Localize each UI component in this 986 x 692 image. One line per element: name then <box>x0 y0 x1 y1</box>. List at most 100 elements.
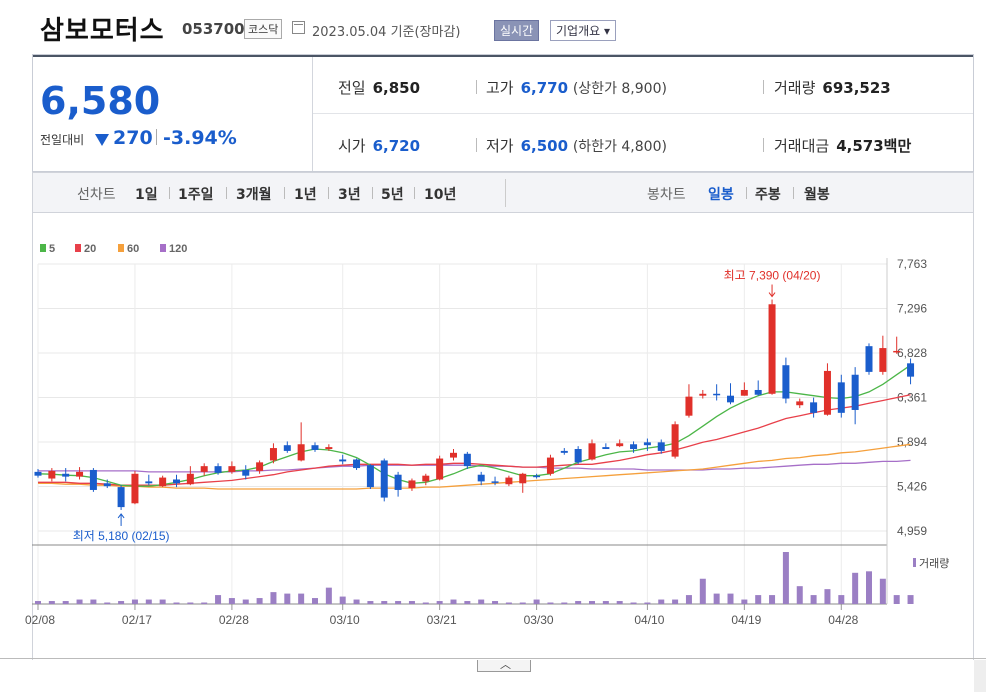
legend-label: 120 <box>169 243 187 255</box>
stock-code: 053700 <box>182 20 245 38</box>
quote-vertical-divider <box>312 57 313 171</box>
scrollbar-strip[interactable] <box>974 660 986 692</box>
period-3y[interactable]: 3년 <box>338 187 361 203</box>
candle-body <box>907 363 915 377</box>
volume-bar <box>741 599 748 604</box>
volume-bar <box>270 592 277 604</box>
candle <box>671 421 679 459</box>
field-divider <box>476 80 477 94</box>
candle <box>588 439 596 461</box>
volume-bar <box>672 599 679 604</box>
candle-body <box>657 442 665 451</box>
candle <box>796 398 804 409</box>
candle <box>311 442 319 452</box>
period-1d[interactable]: 1일 <box>135 187 158 203</box>
candle <box>699 389 707 399</box>
y-tick-label: 5,894 <box>897 435 927 449</box>
candle <box>339 454 347 465</box>
change-label: 전일대비 <box>40 133 85 147</box>
market-badge: 코스닥 <box>244 19 283 39</box>
candle-body <box>602 447 610 450</box>
legend-label: 5 <box>49 243 55 255</box>
realtime-button[interactable]: 실시간 <box>494 20 540 41</box>
candle-body <box>477 474 485 482</box>
candle-daily[interactable]: 일봉 <box>708 187 734 203</box>
candle-body <box>505 477 513 485</box>
volume-bar <box>879 578 886 604</box>
min-arrowhead <box>117 513 125 519</box>
period-divider <box>328 187 329 199</box>
volume-bar <box>713 593 720 604</box>
candle-body <box>893 350 901 353</box>
company-overview-button[interactable]: 기업개요 ▾ <box>550 20 616 41</box>
period-1w[interactable]: 1주일 <box>178 187 214 203</box>
candle-body <box>422 475 430 482</box>
volume-bar <box>547 602 554 604</box>
volume-bar <box>893 595 900 604</box>
candle-body <box>782 365 790 399</box>
candle <box>602 443 610 450</box>
amount-field: 거래대금 4,573백만 <box>774 135 911 156</box>
candle <box>450 449 457 461</box>
candle <box>463 451 471 470</box>
volume-bar <box>782 552 789 604</box>
volume-bar <box>602 601 609 604</box>
volume-bar <box>685 595 692 604</box>
candle <box>823 363 831 416</box>
chart-panel <box>32 213 974 660</box>
candle <box>159 475 167 488</box>
volume-bar <box>450 599 457 604</box>
period-1y[interactable]: 1년 <box>294 187 317 203</box>
candle <box>242 465 250 480</box>
candle-body <box>103 483 111 487</box>
max-annotation: 최고 7,390 (04/20) <box>724 269 821 283</box>
upper-limit: (상한가 8,900) <box>572 81 667 97</box>
current-price: 6,580 <box>40 79 161 123</box>
low-value: 6,500 <box>520 137 569 155</box>
candle-body <box>200 466 208 472</box>
volume-bar <box>325 587 332 604</box>
volume-bar <box>575 601 582 604</box>
volume-bar <box>62 601 69 604</box>
candle-body <box>339 459 347 462</box>
candle-weekly[interactable]: 주봉 <box>755 187 781 203</box>
volume-bar <box>866 571 872 604</box>
volume-bar <box>478 599 485 604</box>
candle <box>685 384 693 418</box>
period-3m[interactable]: 3개월 <box>236 187 272 203</box>
min-annotation: 최저 5,180 (02/15) <box>73 529 170 543</box>
stock-chart[interactable]: 7,763 7,296 6,828 6,361 5,894 5,426 4,959 02/08… <box>0 213 986 658</box>
candle-body <box>546 457 554 474</box>
candle <box>879 335 887 375</box>
open-label: 시가 <box>338 137 366 155</box>
title-bar: 삼보모터스 053700 코스닥 2023.05.04 기준(장마감) 실시간 … <box>0 0 986 48</box>
period-5y[interactable]: 5년 <box>381 187 404 203</box>
prev-close-value: 6,850 <box>372 79 421 97</box>
volume-label: 거래량 <box>774 79 816 97</box>
period-section-divider <box>505 179 506 207</box>
candle-body <box>159 477 167 487</box>
ma20-line <box>38 394 911 486</box>
candle-body <box>297 444 305 461</box>
candle <box>907 358 915 385</box>
volume-legend-swatch <box>913 558 916 567</box>
candle-body <box>131 473 139 504</box>
legend-swatch <box>40 244 46 252</box>
collapse-toggle-button[interactable]: ︿ <box>477 658 531 672</box>
legend-swatch <box>160 244 166 252</box>
candle-body <box>366 465 374 488</box>
change-divider <box>156 129 157 145</box>
x-tick-label: 04/28 <box>828 613 858 627</box>
candle <box>256 460 264 474</box>
amount-unit: 백만 <box>883 137 912 155</box>
candle <box>200 463 208 476</box>
candle-monthly[interactable]: 월봉 <box>804 187 830 203</box>
candle <box>560 448 568 455</box>
prev-close-field: 전일 6,850 <box>338 77 420 98</box>
field-divider <box>763 80 764 94</box>
candle-body <box>671 424 679 457</box>
prev-close-label: 전일 <box>338 79 366 97</box>
period-divider <box>793 187 794 199</box>
candle-body <box>173 479 180 484</box>
period-10y[interactable]: 10년 <box>424 187 457 203</box>
